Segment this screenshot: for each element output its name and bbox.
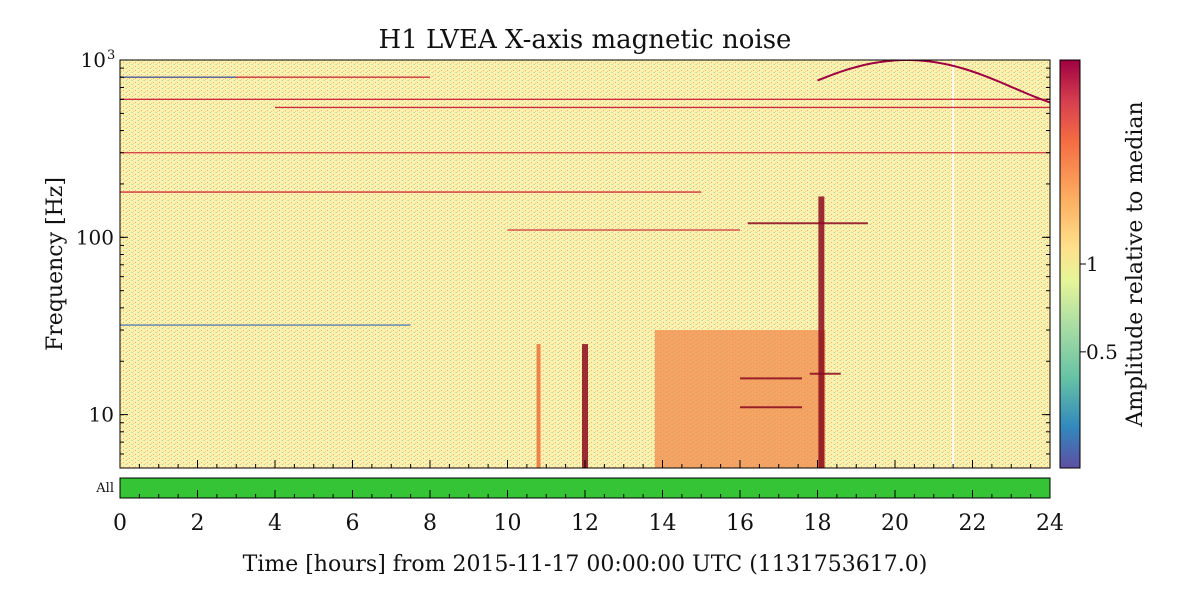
x-tick-label-1: 2 — [191, 511, 205, 536]
vertical-event-2 — [818, 196, 825, 468]
colorbar-gradient — [1059, 59, 1081, 469]
colorbar: 0.51 Amplitude relative to median — [1059, 59, 1148, 469]
colorbar-tick-label-0: 0.5 — [1086, 340, 1118, 364]
vertical-event-0 — [536, 344, 541, 468]
x-tick-label-11: 22 — [959, 511, 987, 536]
x-tick-label-3: 6 — [346, 511, 360, 536]
elevated-region-0 — [654, 330, 826, 468]
y-tick-label-2: 10 — [81, 48, 106, 72]
spectrogram-features — [120, 60, 1050, 468]
x-tick-label-0: 0 — [113, 511, 127, 536]
vertical-event-3 — [952, 60, 955, 468]
x-tick-label-10: 20 — [881, 511, 909, 536]
x-tick-label-5: 10 — [494, 511, 522, 536]
x-tick-label-9: 18 — [804, 511, 832, 536]
y-tick-label-exponent-2: 3 — [107, 48, 115, 63]
y-axis-label: Frequency [Hz] — [43, 177, 68, 351]
x-axis: 0 2 4 6 8 10 12 14 16 18 20 22 24 — [113, 460, 1064, 536]
x-tick-label-8: 16 — [726, 511, 754, 536]
x-tick-label-12: 24 — [1036, 511, 1064, 536]
x-axis-label: Time [hours] from 2015-11-17 00:00:00 UT… — [243, 552, 928, 577]
x-tick-label-2: 4 — [268, 511, 282, 536]
x-tick-label-4: 8 — [423, 511, 437, 536]
colorbar-tick-label-1: 1 — [1086, 252, 1099, 276]
segment-bar: All 0 2 4 6 8 10 12 14 16 18 20 22 24 — [95, 460, 1064, 536]
segment-label: All — [95, 481, 114, 496]
chart-title: H1 LVEA X-axis magnetic noise — [379, 25, 792, 55]
colorbar-label: Amplitude relative to median — [1123, 101, 1148, 427]
x-tick-label-6: 12 — [571, 511, 599, 536]
x-tick-label-7: 14 — [649, 511, 677, 536]
vertical-event-1 — [582, 344, 588, 468]
y-tick-label-1: 100 — [76, 225, 114, 249]
y-tick-label-0: 10 — [89, 403, 114, 427]
colorbar-ticks: 0.51 — [1080, 252, 1118, 364]
drifting-line — [817, 60, 1050, 104]
